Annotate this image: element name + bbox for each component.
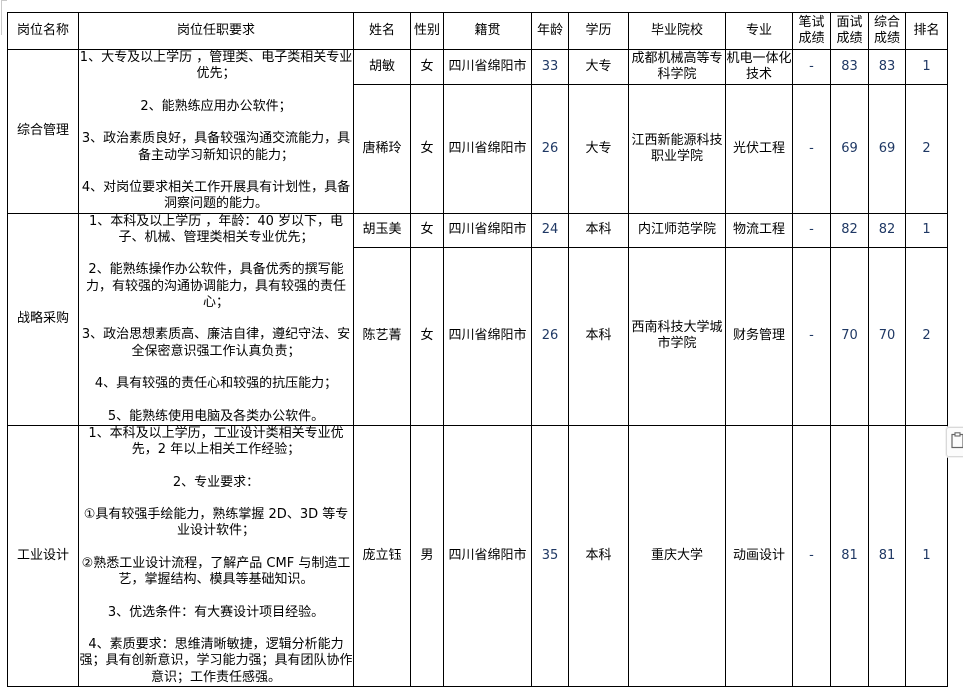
hometown-cell: 四川省绵阳市 <box>443 246 532 426</box>
header-school: 毕业院校 <box>628 12 726 50</box>
gender-cell: 男 <box>410 424 444 687</box>
interview-score-cell: 83 <box>830 48 869 86</box>
gender-cell: 女 <box>410 212 444 248</box>
rank-cell: 1 <box>905 424 948 687</box>
overall-score-cell: 82 <box>868 212 906 248</box>
overall-score-cell: 83 <box>868 48 906 86</box>
age-cell: 26 <box>531 84 569 214</box>
header-hometown: 籍贯 <box>443 12 532 50</box>
name-cell: 胡敏 <box>353 48 411 86</box>
major-cell: 财务管理 <box>725 246 793 426</box>
written-score-cell: - <box>792 424 831 687</box>
header-name: 姓名 <box>353 12 411 50</box>
gender-cell: 女 <box>410 84 444 214</box>
school-cell: 成都机械高等专科学院 <box>628 48 726 86</box>
name-cell: 陈艺菁 <box>353 246 411 426</box>
name-cell: 唐稀玲 <box>353 84 411 214</box>
position-cell: 战略采购 <box>7 212 79 426</box>
education-cell: 大专 <box>568 48 629 86</box>
page-edge-mark <box>1 0 7 35</box>
age-cell: 24 <box>531 212 569 248</box>
table-row: 战略采购 1、本科及以上学历 ，年龄：40 岁以下，电子、机械、管理类相关专业优… <box>7 212 948 426</box>
header-education: 学历 <box>568 12 629 50</box>
major-cell: 物流工程 <box>725 212 793 248</box>
header-gender: 性别 <box>410 12 444 50</box>
rank-cell: 2 <box>905 246 948 426</box>
header-rank: 排名 <box>905 12 948 50</box>
hometown-cell: 四川省绵阳市 <box>443 424 532 687</box>
header-interview-score: 面试成绩 <box>830 12 869 50</box>
school-cell: 重庆大学 <box>628 424 726 687</box>
requirements-cell: 1、本科及以上学历 ，年龄：40 岁以下，电子、机械、管理类相关专业优先； 2、… <box>78 212 354 426</box>
overall-score-cell: 70 <box>868 246 906 426</box>
table-row: 陈艺菁 女 四川省绵阳市 26 本科 西南科技大学城市学院 财务管理 - 70 … <box>8 246 948 426</box>
header-requirements: 岗位任职要求 <box>78 12 354 50</box>
header-major: 专业 <box>725 12 793 50</box>
table-row: 唐稀玲 女 四川省绵阳市 26 大专 江西新能源科技职业学院 光伏工程 - 69… <box>8 84 948 214</box>
interview-score-cell: 82 <box>830 212 869 248</box>
header-position: 岗位名称 <box>7 12 79 50</box>
header-overall-score: 综合成绩 <box>868 12 906 50</box>
requirements-cell: 1、本科及以上学历，工业设计类相关专业优先，2 年以上相关工作经验； 2、专业要… <box>78 424 354 687</box>
written-score-cell: - <box>792 48 831 86</box>
rank-cell: 1 <box>905 48 948 86</box>
age-cell: 33 <box>531 48 569 86</box>
gender-cell: 女 <box>410 246 444 426</box>
overall-score-cell: 81 <box>868 424 906 687</box>
education-cell: 大专 <box>568 84 629 214</box>
education-cell: 本科 <box>568 246 629 426</box>
name-cell: 胡玉美 <box>353 212 411 248</box>
overall-score-cell: 69 <box>868 84 906 214</box>
rank-cell: 2 <box>905 84 948 214</box>
age-cell: 26 <box>531 246 569 426</box>
clipboard-icon <box>951 431 963 453</box>
school-cell: 内江师范学院 <box>628 212 726 248</box>
name-cell: 庞立钰 <box>353 424 411 687</box>
paste-options-button[interactable] <box>946 427 963 457</box>
age-cell: 35 <box>531 424 569 687</box>
table-row: 综合管理 1、大专及以上学历 ，管理类、电子类相关专业优先； 2、能熟练应用办公… <box>7 48 948 214</box>
major-cell: 光伏工程 <box>725 84 793 214</box>
hometown-cell: 四川省绵阳市 <box>443 84 532 214</box>
major-cell: 动画设计 <box>725 424 793 687</box>
table-row: 工业设计 1、本科及以上学历，工业设计类相关专业优先，2 年以上相关工作经验； … <box>7 424 948 687</box>
written-score-cell: - <box>792 212 831 248</box>
written-score-cell: - <box>792 246 831 426</box>
interview-score-cell: 70 <box>830 246 869 426</box>
rank-cell: 1 <box>905 212 948 248</box>
education-cell: 本科 <box>568 424 629 687</box>
written-score-cell: - <box>792 84 831 214</box>
school-cell: 江西新能源科技职业学院 <box>628 84 726 214</box>
requirements-cell: 1、大专及以上学历 ，管理类、电子类相关专业优先； 2、能熟练应用办公软件； 3… <box>78 49 354 214</box>
hometown-cell: 四川省绵阳市 <box>443 212 532 248</box>
major-cell: 机电一体化技术 <box>725 48 793 86</box>
education-cell: 本科 <box>568 212 629 248</box>
gender-cell: 女 <box>410 48 444 86</box>
interview-score-cell: 69 <box>830 84 869 214</box>
results-table: 岗位名称 岗位任职要求 姓名 性别 籍贯 年龄 学历 毕业院校 专业 笔试成绩 … <box>7 12 948 687</box>
position-cell: 综合管理 <box>7 49 79 214</box>
hometown-cell: 四川省绵阳市 <box>443 48 532 86</box>
header-age: 年龄 <box>531 12 569 50</box>
position-cell: 工业设计 <box>7 424 79 687</box>
header-row: 岗位名称 岗位任职要求 姓名 性别 籍贯 年龄 学历 毕业院校 专业 笔试成绩 … <box>7 12 948 50</box>
header-written-score: 笔试成绩 <box>792 12 831 50</box>
school-cell: 西南科技大学城市学院 <box>628 246 726 426</box>
interview-score-cell: 81 <box>830 424 869 687</box>
